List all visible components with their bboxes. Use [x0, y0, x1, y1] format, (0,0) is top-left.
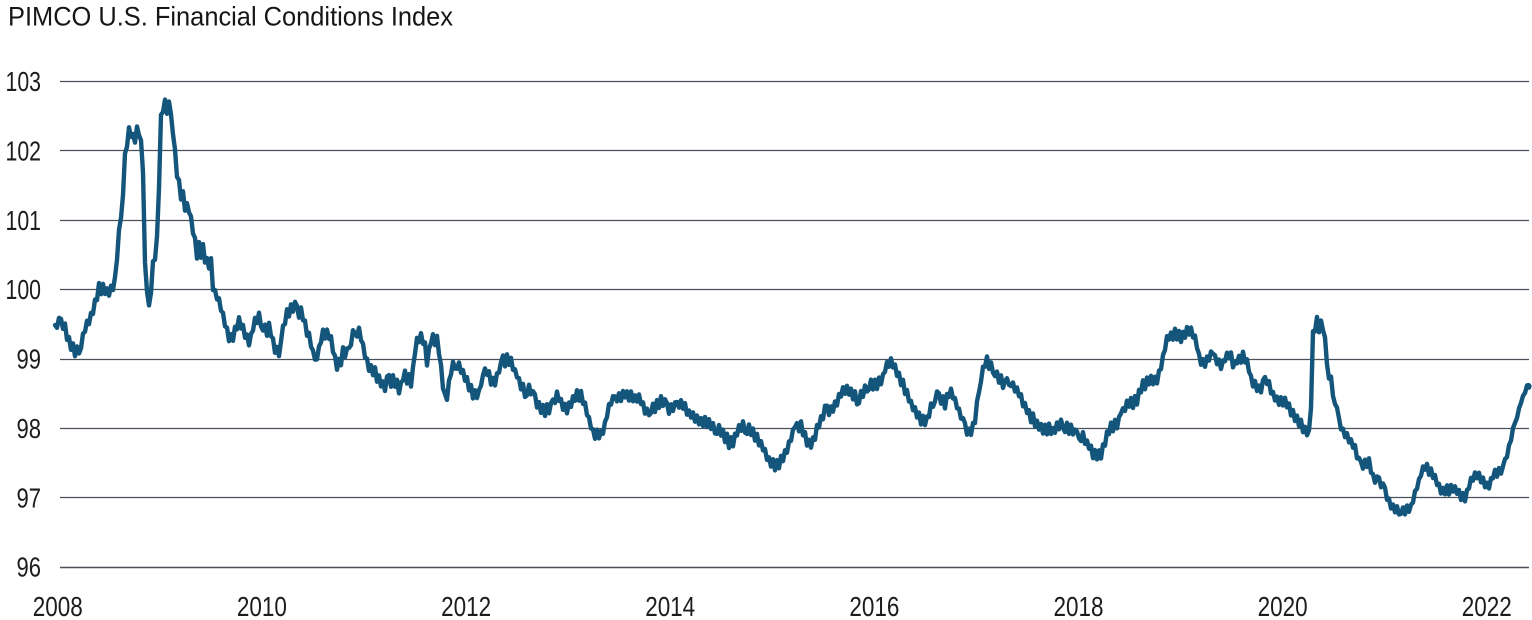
svg-text:2022: 2022: [1462, 591, 1512, 620]
svg-text:PIMCO U.S. Financial Condition: PIMCO U.S. Financial Conditions Index: [8, 2, 453, 32]
svg-text:2010: 2010: [237, 591, 287, 620]
svg-text:100: 100: [6, 274, 42, 305]
svg-text:2012: 2012: [441, 591, 491, 620]
svg-text:2018: 2018: [1054, 591, 1104, 620]
svg-text:2014: 2014: [645, 591, 695, 620]
svg-text:2016: 2016: [849, 591, 899, 620]
svg-text:101: 101: [6, 205, 42, 236]
svg-text:98: 98: [17, 413, 42, 444]
svg-text:102: 102: [6, 135, 42, 166]
svg-text:96: 96: [17, 552, 42, 583]
svg-text:99: 99: [17, 344, 42, 375]
svg-text:103: 103: [6, 66, 42, 97]
svg-text:2008: 2008: [33, 591, 83, 620]
svg-text:97: 97: [17, 482, 42, 513]
svg-text:2020: 2020: [1258, 591, 1308, 620]
